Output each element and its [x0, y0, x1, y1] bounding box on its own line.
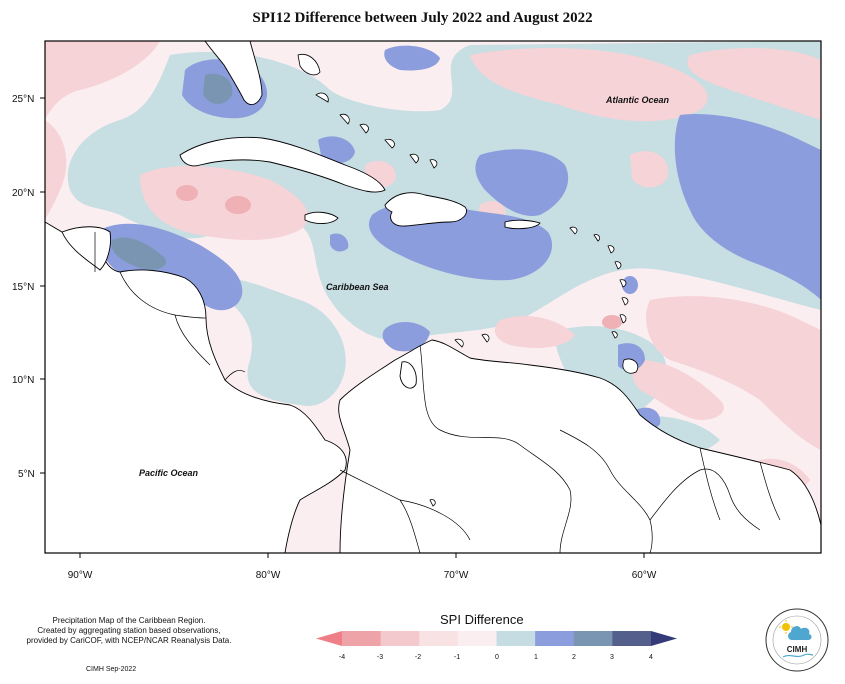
spi-minus-one-areas: [45, 41, 821, 496]
legend-tick-label: 3: [610, 654, 614, 661]
spi-two-to-three-areas: [111, 73, 233, 270]
colorbar-segment: [535, 631, 575, 646]
lon-tick-label: 80°W: [256, 570, 281, 581]
country-borders: [94, 232, 781, 553]
colorbar-segment: [419, 631, 459, 646]
legend-tick-label: 0: [495, 654, 499, 661]
cuba-outline: [179, 136, 386, 193]
map-frame: [44, 40, 822, 554]
legend-tick-label: 2: [572, 654, 576, 661]
atlantic-ocean-label: Atlantic Ocean: [605, 95, 670, 105]
colorbar-segment: [342, 631, 382, 646]
lon-tick-label: 60°W: [632, 570, 657, 581]
colorbar-arrow-low: [316, 631, 342, 646]
caribbean-sea-label: Caribbean Sea: [326, 282, 389, 292]
cloud-icon: [788, 626, 812, 640]
legend-tick-label: 4: [649, 654, 653, 661]
sun-icon: [779, 620, 793, 634]
map-caption: Precipitation Map of the Caribbean Regio…: [14, 616, 244, 646]
colorbar-segment: [380, 631, 420, 646]
colorbar-arrow-high: [651, 631, 677, 646]
caption-line: provided by CariCOF, with NCEP/NCAR Rean…: [26, 636, 232, 645]
lat-tick-label: 25°N: [12, 94, 34, 105]
lat-tick-label: 10°N: [12, 375, 34, 386]
colorbar-segment: [496, 631, 536, 646]
map-credit: CIMH Sep-2022: [86, 666, 137, 673]
hispaniola-outline: [384, 192, 467, 227]
legend-tick-label: -3: [377, 654, 383, 661]
lat-tick-label: 15°N: [12, 282, 34, 293]
lat-tick-label: 20°N: [12, 188, 34, 199]
longitude-labels: 90°W 80°W 70°W 60°W: [68, 570, 657, 581]
cimh-logo: CIMH: [765, 608, 829, 672]
pacific-ocean-label: Pacific Ocean: [139, 468, 199, 478]
legend-tick-label: -4: [339, 654, 345, 661]
caption-line: Precipitation Map of the Caribbean Regio…: [52, 616, 206, 625]
legend-tick-label: 1: [534, 654, 538, 661]
legend-ticks: -4 -3 -2 -1 0 1 2 3 4: [339, 654, 653, 661]
small-islands: [297, 53, 639, 507]
latitude-labels: 25°N 20°N 15°N 10°N 5°N: [12, 94, 35, 480]
lon-tick-label: 90°W: [68, 570, 93, 581]
axis-ticks: [40, 97, 645, 558]
spi-minus-two-areas: [176, 185, 622, 329]
colorbar-segment: [457, 631, 497, 646]
legend-colorbar: [316, 631, 677, 646]
region-labels: Atlantic Ocean Caribbean Sea Pacific Oce…: [139, 95, 670, 478]
legend-title: SPI Difference: [440, 612, 524, 627]
colorbar-segment: [612, 631, 652, 646]
south-america-outline: [338, 339, 821, 553]
map-title: SPI12 Difference between July 2022 and A…: [252, 10, 593, 26]
caption-line: Created by aggregating station based obs…: [37, 626, 221, 635]
florida-outline: [204, 41, 263, 106]
legend-tick-label: -2: [415, 654, 421, 661]
lon-tick-label: 70°W: [444, 570, 469, 581]
lat-tick-label: 5°N: [18, 469, 35, 480]
legend-tick-label: -1: [454, 654, 460, 661]
logo-text: CIMH: [787, 645, 808, 654]
spi-one-to-two-areas: [99, 45, 821, 526]
land-outlines: [45, 41, 821, 553]
colorbar-segment: [573, 631, 613, 646]
central-america-outline: [45, 221, 347, 553]
